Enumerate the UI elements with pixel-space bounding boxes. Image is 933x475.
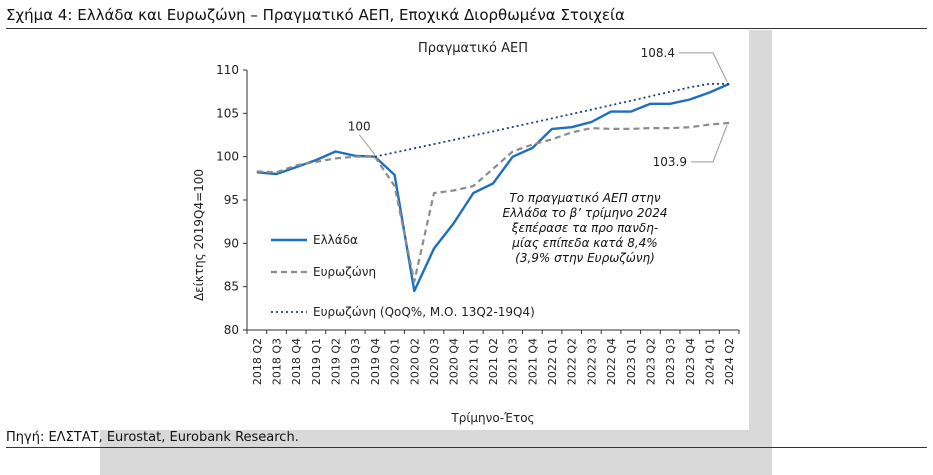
chart-title: Πραγματικό ΑΕΠ xyxy=(418,41,528,56)
annotations: 100 108.4 103.9 Το πραγματικό ΑΕΠ στηνΕλλάδ… xyxy=(348,46,728,265)
annotation-greece-leader xyxy=(679,52,728,83)
y-tick-label: 100 xyxy=(216,150,239,164)
x-tick-label: 2022 Q3 xyxy=(585,338,598,385)
x-tick-label: 2021 Q3 xyxy=(507,338,520,385)
figure-title: Σχήμα 4: Ελλάδα και Ευρωζώνη – Πραγματικ… xyxy=(6,6,625,24)
y-tick-label: 105 xyxy=(216,106,239,120)
series-line-1 xyxy=(256,121,730,283)
y-tick-label: 95 xyxy=(224,193,239,207)
annotation-note-line: μίας επίπεδα κατά 8,4% xyxy=(511,236,657,250)
chart-area: Πραγματικό ΑΕΠ Δείκτης 2019Q4=100 Τρίμην… xyxy=(183,30,749,430)
legend-label-0: Ελλάδα xyxy=(313,233,358,247)
x-tick-label: 2022 Q1 xyxy=(546,338,559,385)
x-tick-label: 2022 Q2 xyxy=(566,338,579,385)
annotation-ez-leader xyxy=(691,124,728,163)
y-tick-label: 85 xyxy=(224,280,239,294)
x-tick-label: 2021 Q4 xyxy=(526,338,539,385)
x-tick-label: 2023 Q1 xyxy=(625,338,638,385)
legend-label-2: Ευρωζώνη (QoQ%, Μ.Ο. 13Q2-19Q4) xyxy=(313,305,535,319)
x-tick-label: 2020 Q1 xyxy=(389,338,402,385)
annotation-greece-end: 108.4 xyxy=(641,46,675,60)
x-tick-label: 2021 Q1 xyxy=(467,338,480,385)
y-tick-label: 110 xyxy=(216,63,239,77)
x-tick-label: 2023 Q2 xyxy=(644,338,657,385)
x-tick-label: 2022 Q4 xyxy=(605,338,618,385)
annotation-100: 100 xyxy=(348,120,371,134)
x-tick-label: 2018 Q4 xyxy=(290,338,303,385)
x-tick-label: 2018 Q2 xyxy=(251,338,264,385)
series-line-0 xyxy=(256,82,730,293)
series-lines xyxy=(256,82,730,293)
annotation-note-line: ξεπέρασε τα προ πανδη- xyxy=(511,221,658,235)
x-tick-label: 2023 Q4 xyxy=(684,338,697,385)
annotation-note-line: Το πραγματικό ΑΕΠ στην xyxy=(509,191,660,205)
x-tick-label: 2021 Q2 xyxy=(487,338,500,385)
legend-label-1: Ευρωζώνη xyxy=(313,265,376,279)
annotation-note-line: Ελλάδα το β’ τρίμηνο 2024 xyxy=(503,206,668,220)
bottom-rule xyxy=(6,447,927,448)
legend: Ελλάδα Ευρωζώνη Ευρωζώνη (QoQ%, Μ.Ο. 13Q2-… xyxy=(271,233,535,319)
series-line-2 xyxy=(374,83,730,158)
annotation-note-line: (3,9% στην Ευρωζώνη) xyxy=(515,251,655,265)
x-tick-label: 2020 Q3 xyxy=(428,338,441,385)
x-tick-label: 2024 Q1 xyxy=(703,338,716,385)
x-tick-label: 2019 Q3 xyxy=(349,338,362,385)
x-axis-label: Τρίμηνο-Έτος xyxy=(450,411,534,425)
line-chart: Πραγματικό ΑΕΠ Δείκτης 2019Q4=100 Τρίμην… xyxy=(192,41,740,425)
x-tick-label: 2019 Q2 xyxy=(330,338,343,385)
x-tick-label: 2024 Q2 xyxy=(723,338,736,385)
x-tick-label: 2018 Q3 xyxy=(271,338,284,385)
x-tick-label: 2019 Q1 xyxy=(310,338,323,385)
top-rule xyxy=(6,28,927,29)
y-axis-label: Δείκτης 2019Q4=100 xyxy=(192,169,206,301)
x-tick-label: 2019 Q4 xyxy=(369,338,382,385)
y-tick-label: 90 xyxy=(224,236,239,250)
source-note: Πηγή: ΕΛΣΤΑΤ, Eurostat, Eurobank Researc… xyxy=(6,430,299,445)
annotation-100-leader xyxy=(358,134,376,155)
x-tick-label: 2020 Q2 xyxy=(408,338,421,385)
axes: 80 85 90 95 100 105 110 2018 Q2 2018 Q3 2018 Q4 20… xyxy=(216,63,740,385)
x-tick-label: 2020 Q4 xyxy=(448,338,461,385)
annotation-ez-end: 103.9 xyxy=(653,155,687,169)
x-tick-label: 2023 Q3 xyxy=(664,338,677,385)
figure-left-margin xyxy=(100,30,183,430)
y-tick-label: 80 xyxy=(224,323,239,337)
